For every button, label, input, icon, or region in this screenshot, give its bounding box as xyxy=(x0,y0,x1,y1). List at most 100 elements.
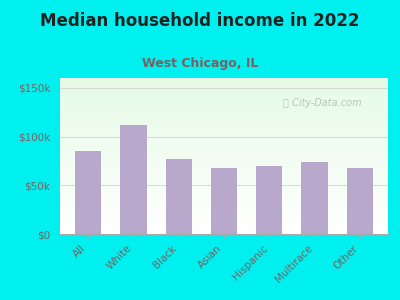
Bar xyxy=(60,232,388,234)
Bar xyxy=(60,182,388,184)
Bar xyxy=(347,168,373,234)
Bar xyxy=(60,133,388,134)
Bar xyxy=(60,126,388,128)
Bar xyxy=(60,106,388,108)
Bar xyxy=(60,148,388,150)
Bar xyxy=(60,169,388,170)
Bar xyxy=(60,198,388,200)
Bar xyxy=(60,175,388,176)
Bar xyxy=(60,139,388,140)
Text: ⓘ City-Data.com: ⓘ City-Data.com xyxy=(283,98,362,108)
Bar xyxy=(120,125,146,234)
Bar xyxy=(60,91,388,92)
Bar xyxy=(60,221,388,223)
Text: West Chicago, IL: West Chicago, IL xyxy=(142,57,258,70)
Bar xyxy=(60,116,388,117)
Bar xyxy=(60,98,388,100)
Bar xyxy=(60,92,388,94)
Bar xyxy=(60,125,388,126)
Bar xyxy=(302,162,328,234)
Bar xyxy=(60,223,388,225)
Bar xyxy=(60,192,388,194)
Bar xyxy=(60,112,388,114)
Bar xyxy=(60,114,388,116)
Bar xyxy=(60,201,388,203)
Bar xyxy=(60,206,388,208)
Bar xyxy=(60,87,388,89)
Bar xyxy=(60,173,388,175)
Bar xyxy=(60,142,388,143)
Bar xyxy=(60,214,388,215)
Bar xyxy=(60,134,388,136)
Bar xyxy=(60,136,388,137)
Bar xyxy=(60,150,388,151)
Bar xyxy=(60,167,388,169)
Bar xyxy=(60,86,388,87)
Bar xyxy=(60,190,388,192)
Bar xyxy=(60,95,388,97)
Bar xyxy=(60,122,388,123)
Bar xyxy=(60,184,388,186)
Bar xyxy=(60,178,388,179)
Bar xyxy=(60,208,388,209)
Bar xyxy=(60,118,388,120)
Bar xyxy=(60,215,388,217)
Bar xyxy=(60,100,388,101)
Bar xyxy=(60,89,388,91)
Bar xyxy=(60,94,388,95)
Bar xyxy=(60,226,388,228)
Bar xyxy=(60,196,388,198)
Bar xyxy=(60,109,388,111)
Bar xyxy=(60,162,388,164)
Bar xyxy=(256,166,282,234)
Bar xyxy=(60,104,388,106)
Bar xyxy=(60,158,388,159)
Bar xyxy=(60,203,388,204)
Bar xyxy=(60,186,388,187)
Bar xyxy=(60,108,388,109)
Bar xyxy=(60,117,388,118)
Bar xyxy=(60,179,388,181)
Bar xyxy=(60,153,388,154)
Bar xyxy=(60,80,388,81)
Text: Median household income in 2022: Median household income in 2022 xyxy=(40,12,360,30)
Bar xyxy=(60,225,388,226)
Bar xyxy=(60,209,388,211)
Bar xyxy=(211,168,237,234)
Bar xyxy=(60,170,388,172)
Bar xyxy=(60,200,388,201)
Bar xyxy=(60,145,388,147)
Bar xyxy=(60,123,388,125)
Bar xyxy=(60,78,388,80)
Bar xyxy=(60,176,388,178)
Bar xyxy=(60,103,388,104)
Bar xyxy=(60,156,388,158)
Bar xyxy=(60,159,388,161)
Bar xyxy=(60,195,388,196)
Bar xyxy=(60,187,388,189)
Bar xyxy=(60,154,388,156)
Bar xyxy=(60,220,388,221)
Bar xyxy=(166,159,192,234)
Bar xyxy=(60,101,388,103)
Bar xyxy=(60,189,388,190)
Bar xyxy=(60,217,388,218)
Bar xyxy=(60,131,388,133)
Bar xyxy=(60,194,388,195)
Bar xyxy=(60,231,388,232)
Bar xyxy=(60,161,388,162)
Bar xyxy=(60,130,388,131)
Bar xyxy=(60,97,388,98)
Bar xyxy=(60,165,388,167)
Bar xyxy=(60,212,388,214)
Bar xyxy=(60,172,388,173)
Bar xyxy=(60,128,388,130)
Bar xyxy=(60,137,388,139)
Bar xyxy=(60,83,388,84)
Bar xyxy=(60,140,388,142)
Bar xyxy=(60,218,388,220)
Bar xyxy=(60,181,388,182)
Bar xyxy=(60,120,388,122)
Bar xyxy=(60,111,388,112)
Bar xyxy=(60,211,388,212)
